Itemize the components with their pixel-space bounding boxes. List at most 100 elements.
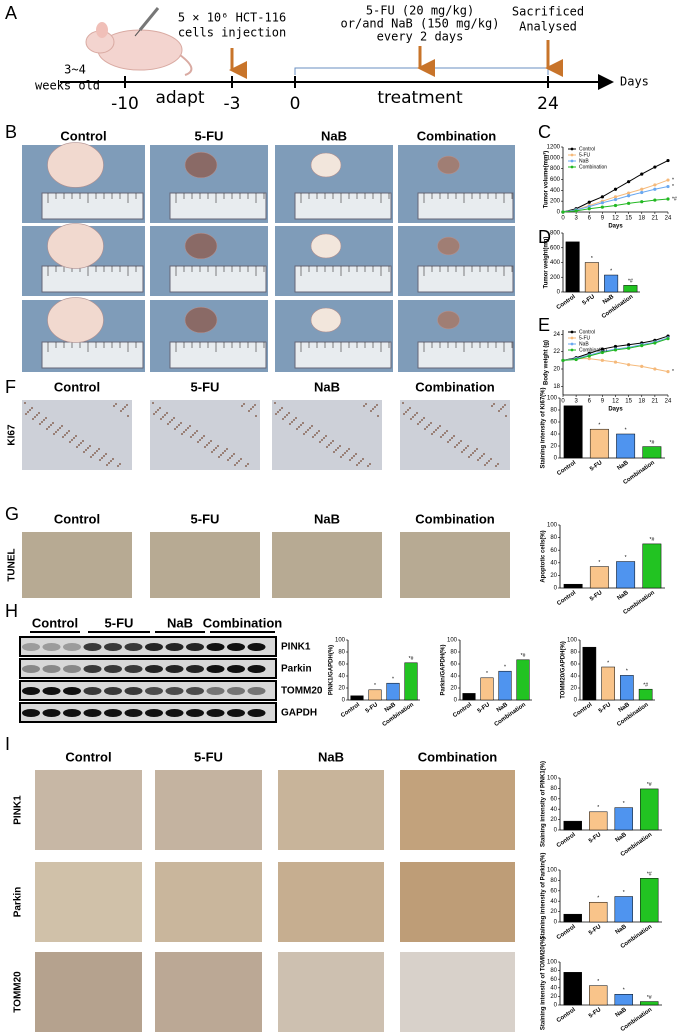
stain-dot bbox=[307, 429, 309, 431]
blot-band bbox=[22, 665, 40, 673]
stain-dot bbox=[353, 455, 355, 457]
bar bbox=[642, 543, 662, 589]
bar bbox=[589, 901, 608, 923]
stain-dot bbox=[419, 421, 421, 423]
stain-dot bbox=[495, 465, 497, 467]
stain-dot bbox=[101, 457, 103, 459]
stain-dot bbox=[407, 409, 409, 411]
tumor bbox=[310, 152, 342, 178]
ihc-image bbox=[35, 862, 142, 942]
stain-dot bbox=[302, 422, 304, 424]
stain-dot bbox=[328, 444, 330, 446]
mouse-illustration bbox=[85, 7, 193, 76]
stain-dot bbox=[113, 405, 115, 407]
stain-dot bbox=[288, 412, 290, 414]
point bbox=[640, 200, 644, 204]
blot-label: TOMM20 bbox=[281, 686, 323, 697]
significance-mark: * bbox=[672, 369, 674, 375]
stain-dot bbox=[358, 462, 360, 464]
stain-dot bbox=[461, 451, 463, 453]
panel-label: C bbox=[538, 122, 551, 142]
stain-dot bbox=[454, 446, 456, 448]
stain-dot bbox=[372, 408, 374, 410]
stain-dot bbox=[76, 446, 78, 448]
point bbox=[613, 344, 618, 349]
y-tick-label: 60 bbox=[550, 548, 557, 554]
tumor bbox=[184, 151, 218, 179]
point bbox=[627, 201, 631, 205]
stain-dot bbox=[185, 429, 187, 431]
panel-label: I bbox=[5, 734, 10, 754]
point bbox=[600, 350, 604, 355]
stain-dot bbox=[505, 415, 507, 417]
y-axis-label: Tumor weight(mg) bbox=[544, 237, 550, 289]
point bbox=[627, 194, 631, 198]
panel-label: G bbox=[5, 504, 19, 524]
point bbox=[640, 172, 644, 176]
stain-dot bbox=[369, 463, 371, 465]
significance-mark: * bbox=[626, 669, 628, 675]
y-axis-label: TOMM20/GAPDH(%) bbox=[561, 641, 567, 699]
stain-dot bbox=[303, 433, 305, 435]
y-tick-label: 80 bbox=[550, 786, 557, 792]
stain-image bbox=[400, 400, 510, 470]
stain-dot bbox=[440, 436, 442, 438]
bar bbox=[604, 274, 619, 293]
x-tick-label: 5-FU bbox=[588, 924, 602, 937]
significance-mark: * bbox=[672, 184, 674, 190]
stain-image bbox=[400, 532, 510, 598]
y-axis-label: PINK1/GAPDH(%) bbox=[329, 645, 335, 695]
stain-dot bbox=[279, 409, 281, 411]
y-tick-label: 0 bbox=[557, 210, 561, 216]
stain-image bbox=[150, 532, 260, 598]
stain-image bbox=[272, 400, 382, 470]
stain-dot bbox=[62, 436, 64, 438]
stain-dot bbox=[430, 422, 432, 424]
x-tick-label: NaB bbox=[615, 832, 629, 844]
bar bbox=[565, 241, 580, 293]
y-tick-label: 40 bbox=[338, 674, 345, 680]
significance-mark: * bbox=[504, 665, 506, 671]
x-tick-label: NaB bbox=[615, 1007, 629, 1019]
stain-dot bbox=[192, 434, 194, 436]
significance-mark: *# bbox=[647, 782, 652, 788]
blot-band bbox=[145, 665, 163, 673]
x-tick-label: 6 bbox=[588, 399, 592, 405]
y-tick-label: 20 bbox=[450, 686, 457, 692]
endpoint-text: Sacrificed bbox=[512, 5, 584, 19]
point bbox=[561, 358, 565, 362]
ruler bbox=[41, 265, 144, 293]
y-tick-label: 40 bbox=[550, 807, 557, 813]
x-tick-label: Control bbox=[556, 832, 577, 849]
stain-dot bbox=[48, 426, 50, 428]
stain-dot bbox=[98, 448, 100, 450]
panel-label: F bbox=[5, 377, 16, 397]
stain-dot bbox=[106, 464, 108, 466]
ruler bbox=[169, 265, 267, 293]
stain-dot bbox=[73, 437, 75, 439]
stain-dot bbox=[325, 435, 327, 437]
stain-dot bbox=[159, 407, 161, 409]
blot-band bbox=[83, 687, 102, 695]
legend-marker bbox=[570, 147, 574, 151]
stain-dot bbox=[99, 459, 101, 461]
stain-dot bbox=[64, 434, 66, 436]
blot-band bbox=[63, 665, 81, 673]
stain-dot bbox=[446, 430, 448, 432]
stain-dot bbox=[316, 432, 318, 434]
row-label: PINK1 bbox=[13, 795, 24, 825]
blot-band bbox=[227, 643, 245, 651]
ihc-image bbox=[155, 770, 262, 850]
y-tick-label: 80 bbox=[550, 535, 557, 541]
stain-dot bbox=[275, 413, 277, 415]
group-header: 5-FU bbox=[195, 128, 224, 143]
stain-dot bbox=[31, 407, 33, 409]
stain-dot bbox=[160, 418, 162, 420]
stain-dot bbox=[41, 421, 43, 423]
bar bbox=[614, 896, 633, 923]
stain-dot bbox=[363, 405, 365, 407]
stain-dot bbox=[96, 450, 98, 452]
stain-dot bbox=[167, 423, 169, 425]
y-tick-label: 800 bbox=[550, 231, 561, 237]
x-tick-label: 5-FU bbox=[589, 590, 603, 603]
